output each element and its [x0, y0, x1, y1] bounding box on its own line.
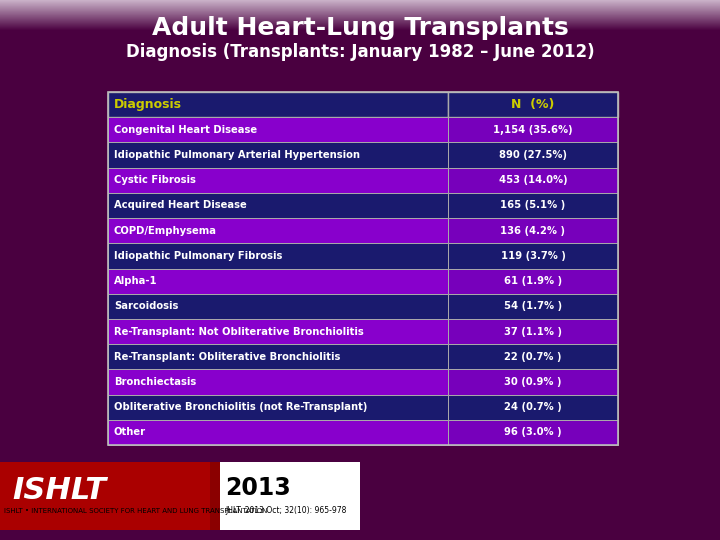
Bar: [0, 19, 720, 20]
Bar: [0, 8, 720, 9]
Bar: [0, 12, 720, 13]
Text: Diagnosis: Diagnosis: [114, 98, 182, 111]
Bar: [448, 420, 618, 445]
Text: Re-Transplant: Obliterative Bronchiolitis: Re-Transplant: Obliterative Bronchioliti…: [114, 352, 341, 362]
Bar: [0, 7, 720, 8]
Bar: [448, 92, 618, 117]
Text: Adult Heart-Lung Transplants: Adult Heart-Lung Transplants: [152, 16, 568, 40]
Bar: [448, 294, 618, 319]
Bar: [0, 21, 720, 22]
Bar: [0, 6, 720, 7]
Text: Cystic Fibrosis: Cystic Fibrosis: [114, 176, 196, 185]
Bar: [0, 9, 720, 10]
Bar: [0, 27, 720, 28]
Text: 54 (1.7% ): 54 (1.7% ): [504, 301, 562, 312]
Bar: [0, 16, 720, 17]
Text: 119 (3.7% ): 119 (3.7% ): [500, 251, 565, 261]
Bar: [0, 4, 720, 5]
Text: ISHLT • INTERNATIONAL SOCIETY FOR HEART AND LUNG TRANSPLANTATION: ISHLT • INTERNATIONAL SOCIETY FOR HEART …: [4, 508, 267, 514]
Text: Congenital Heart Disease: Congenital Heart Disease: [114, 125, 257, 135]
Bar: [0, 24, 720, 25]
Bar: [0, 462, 360, 530]
Bar: [0, 20, 720, 21]
Bar: [448, 395, 618, 420]
Bar: [108, 92, 618, 445]
Bar: [448, 244, 618, 268]
Text: Other: Other: [114, 427, 146, 437]
Bar: [448, 344, 618, 369]
Bar: [108, 117, 448, 143]
Bar: [108, 193, 448, 218]
Bar: [108, 369, 448, 395]
Text: 890 (27.5%): 890 (27.5%): [499, 150, 567, 160]
Text: 2013: 2013: [225, 476, 291, 500]
Bar: [0, 28, 720, 29]
Bar: [448, 117, 618, 143]
Text: 30 (0.9% ): 30 (0.9% ): [504, 377, 562, 387]
Bar: [0, 3, 720, 4]
Bar: [0, 0, 720, 1]
Text: Obliterative Bronchiolitis (not Re-Transplant): Obliterative Bronchiolitis (not Re-Trans…: [114, 402, 367, 412]
Bar: [108, 319, 448, 344]
Text: Alpha-1: Alpha-1: [114, 276, 158, 286]
Text: 1,154 (35.6%): 1,154 (35.6%): [493, 125, 573, 135]
Text: 453 (14.0%): 453 (14.0%): [499, 176, 567, 185]
Bar: [0, 17, 720, 18]
Bar: [0, 1, 720, 2]
Text: N  (%): N (%): [511, 98, 554, 111]
Bar: [0, 18, 720, 19]
Bar: [0, 5, 720, 6]
Bar: [0, 14, 720, 15]
Text: Bronchiectasis: Bronchiectasis: [114, 377, 197, 387]
Bar: [448, 218, 618, 244]
Text: 37 (1.1% ): 37 (1.1% ): [504, 327, 562, 336]
Bar: [448, 143, 618, 167]
Text: 61 (1.9% ): 61 (1.9% ): [504, 276, 562, 286]
Bar: [0, 10, 720, 11]
Bar: [108, 92, 448, 117]
Text: Idiopathic Pulmonary Arterial Hypertension: Idiopathic Pulmonary Arterial Hypertensi…: [114, 150, 360, 160]
Bar: [108, 268, 448, 294]
Text: Diagnosis (Transplants: January 1982 – June 2012): Diagnosis (Transplants: January 1982 – J…: [126, 43, 594, 61]
Text: Sarcoidosis: Sarcoidosis: [114, 301, 179, 312]
Bar: [108, 167, 448, 193]
Bar: [108, 218, 448, 244]
Bar: [0, 15, 720, 16]
Bar: [0, 25, 720, 26]
Text: 22 (0.7% ): 22 (0.7% ): [504, 352, 562, 362]
Bar: [0, 22, 720, 23]
Bar: [0, 2, 720, 3]
Text: Acquired Heart Disease: Acquired Heart Disease: [114, 200, 247, 211]
Bar: [108, 294, 448, 319]
Bar: [108, 344, 448, 369]
Text: 96 (3.0% ): 96 (3.0% ): [504, 427, 562, 437]
Bar: [108, 420, 448, 445]
Bar: [448, 369, 618, 395]
Text: 165 (5.1% ): 165 (5.1% ): [500, 200, 566, 211]
Bar: [0, 462, 360, 530]
Bar: [0, 462, 220, 530]
Bar: [448, 193, 618, 218]
Bar: [448, 268, 618, 294]
Bar: [448, 167, 618, 193]
Bar: [108, 143, 448, 167]
Bar: [0, 23, 720, 24]
Text: ISHLT: ISHLT: [12, 476, 106, 505]
Text: JHLT. 2013 Oct; 32(10): 965-978: JHLT. 2013 Oct; 32(10): 965-978: [225, 507, 346, 516]
Bar: [108, 244, 448, 268]
Text: COPD/Emphysema: COPD/Emphysema: [114, 226, 217, 235]
Bar: [0, 26, 720, 27]
Text: Re-Transplant: Not Obliterative Bronchiolitis: Re-Transplant: Not Obliterative Bronchio…: [114, 327, 364, 336]
Text: 136 (4.2% ): 136 (4.2% ): [500, 226, 565, 235]
Bar: [0, 13, 720, 14]
Bar: [448, 319, 618, 344]
Text: Idiopathic Pulmonary Fibrosis: Idiopathic Pulmonary Fibrosis: [114, 251, 282, 261]
Text: 24 (0.7% ): 24 (0.7% ): [504, 402, 562, 412]
Bar: [0, 462, 210, 530]
Bar: [0, 29, 720, 30]
Bar: [0, 11, 720, 12]
Bar: [108, 395, 448, 420]
